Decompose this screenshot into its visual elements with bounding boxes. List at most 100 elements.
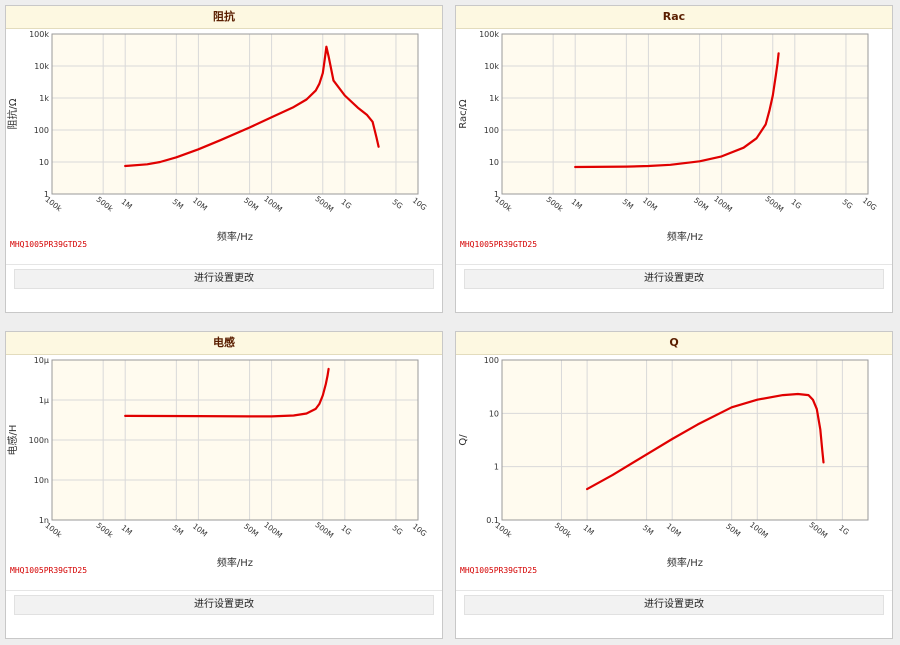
x-tick-label: 1G (339, 197, 353, 211)
x-tick-label: 10G (411, 522, 429, 539)
x-tick-label: 1M (581, 523, 595, 537)
x-tick-label: 500M (807, 520, 829, 540)
panel-footer: 进行设置更改 (6, 264, 442, 313)
y-tick-label: 100 (484, 126, 499, 135)
panel-footer: 进行设置更改 (456, 264, 892, 313)
x-tick-label: 100M (262, 520, 284, 540)
y-axis-label: Q/ (458, 434, 469, 446)
x-tick-label: 500k (95, 195, 116, 214)
x-tick-label: 500M (313, 194, 335, 214)
y-axis-label: 电感/H (6, 425, 19, 456)
y-tick-label: 100 (34, 126, 49, 135)
x-tick-label: 50M (724, 522, 742, 539)
series-line (124, 45, 380, 168)
impedance-panel: 阻抗 100k 500k 1M 5M 10M 50M 100M 500M 1G 5G 10G 1 10 1… (5, 5, 443, 313)
y-tick-label: 1k (39, 94, 49, 103)
y-tick-label: 100n (29, 436, 49, 445)
x-tick-label: 5G (391, 197, 405, 211)
panel-footer: 进行设置更改 (6, 590, 442, 639)
series-line (574, 52, 780, 169)
y-tick-label: 10 (489, 409, 499, 418)
x-tick-label: 100M (712, 194, 734, 214)
x-tick-label: 1M (570, 197, 584, 211)
plot-area (502, 360, 868, 520)
plot-area (52, 34, 418, 194)
x-tick-label: 50M (242, 522, 260, 539)
x-tick-label: 10M (191, 522, 209, 539)
y-axis-label: 阻抗/Ω (6, 98, 19, 129)
y-tick-label: 100 (484, 356, 499, 365)
x-tick-label: 5G (841, 197, 855, 211)
panel-title: Rac (456, 6, 892, 29)
x-axis-label: 频率/Hz (667, 556, 703, 569)
x-tick-label: 5M (641, 523, 655, 537)
q-chart: 100k 500k 1M 5M 10M 50M 100M 500M 1G0.1110100频率/… (458, 356, 869, 569)
y-tick-label: 100k (479, 30, 499, 39)
y-tick-label: 10μ (34, 356, 49, 365)
x-axis-label: 频率/Hz (667, 230, 703, 243)
x-tick-label: 100M (262, 194, 284, 214)
q-panel: Q 100k 500k 1M 5M 10M 50M 100M 500M 1G 0.1 1 10 100 频… (455, 331, 893, 639)
y-axis-label: Rac/Ω (458, 99, 469, 129)
x-axis-label: 频率/Hz (217, 230, 253, 243)
y-tick-label: 1 (494, 190, 499, 199)
settings-change-button[interactable]: 进行设置更改 (464, 269, 884, 289)
y-tick-label: 10 (39, 158, 49, 167)
settings-change-button[interactable]: 进行设置更改 (14, 595, 434, 615)
y-tick-label: 0.1 (486, 516, 499, 525)
panel-title: 电感 (6, 332, 442, 355)
x-tick-label: 1G (837, 523, 851, 537)
y-tick-label: 10k (34, 62, 49, 71)
inductance-chart: 100k 500k 1M 5M 10M 50M 100M 500M 1G 5G 10G1n10n10… (6, 356, 429, 569)
x-tick-label: 5G (391, 523, 405, 537)
x-tick-label: 10M (665, 522, 683, 539)
part-number-label: MHQ1005PR39GTD25 (10, 240, 88, 249)
part-number-label: MHQ1005PR39GTD25 (460, 566, 538, 575)
x-tick-label: 500k (553, 521, 574, 540)
part-number-label: MHQ1005PR39GTD25 (460, 240, 538, 249)
x-tick-label: 500k (545, 195, 566, 214)
panel-title: 阻抗 (6, 6, 442, 29)
x-tick-label: 50M (242, 196, 260, 213)
panel-footer: 进行设置更改 (456, 590, 892, 639)
x-tick-label: 5M (621, 197, 635, 211)
impedance-chart: 100k 500k 1M 5M 10M 50M 100M 500M 1G 5G 10G 1 10 100 1… (6, 30, 429, 243)
x-tick-label: 10M (191, 196, 209, 213)
x-tick-label: 5M (171, 197, 185, 211)
plot-border (51, 359, 419, 521)
x-tick-label: 500M (763, 194, 785, 214)
x-tick-label: 5M (171, 523, 185, 537)
series-line (124, 367, 330, 418)
rac-chart: 100k 500k 1M 5M 10M 50M 100M 500M 1G 5G 10G 1 10 100 1… (458, 30, 879, 243)
x-tick-label: 1G (339, 523, 353, 537)
x-tick-label: 1G (789, 197, 803, 211)
y-tick-label: 1 (44, 190, 49, 199)
y-tick-label: 10 (489, 158, 499, 167)
x-tick-label: 10G (411, 196, 429, 213)
y-tick-label: 1n (39, 516, 49, 525)
x-tick-label: 500k (95, 521, 116, 540)
x-tick-label: 1M (120, 197, 134, 211)
x-axis-label: 频率/Hz (217, 556, 253, 569)
x-tick-label: 10M (641, 196, 659, 213)
x-tick-label: 500M (313, 520, 335, 540)
y-tick-label: 100k (29, 30, 49, 39)
plot-border (51, 33, 419, 195)
plot-border (501, 359, 869, 521)
y-tick-label: 1 (494, 463, 499, 472)
y-tick-label: 1k (489, 94, 499, 103)
y-tick-label: 10n (34, 476, 49, 485)
inductance-panel: 电感 100k 500k 1M 5M 10M 50M 100M 500M 1G 5G 10G 1n 10… (5, 331, 443, 639)
panel-title: Q (456, 332, 892, 355)
plot-border (501, 33, 869, 195)
x-tick-label: 50M (692, 196, 710, 213)
part-number-label: MHQ1005PR39GTD25 (10, 566, 88, 575)
x-tick-label: 100M (748, 520, 770, 540)
x-tick-label: 10G (861, 196, 879, 213)
y-tick-label: 1μ (39, 396, 49, 405)
x-tick-label: 1M (120, 523, 134, 537)
settings-change-button[interactable]: 进行设置更改 (14, 269, 434, 289)
y-tick-label: 10k (484, 62, 499, 71)
series-line (586, 392, 825, 491)
settings-change-button[interactable]: 进行设置更改 (464, 595, 884, 615)
